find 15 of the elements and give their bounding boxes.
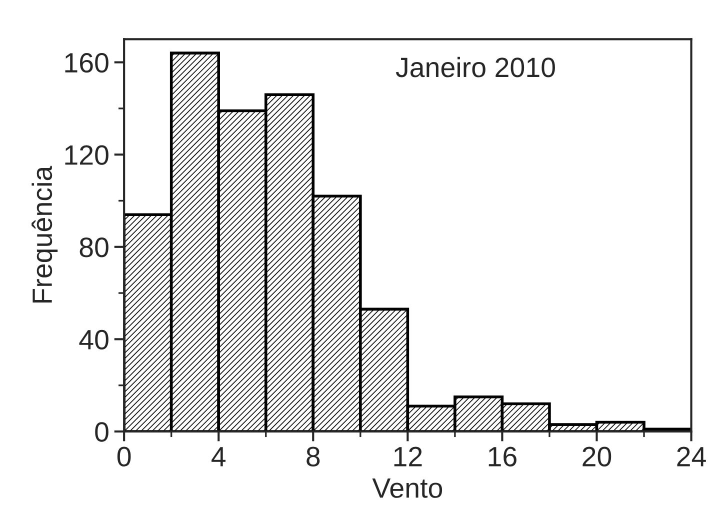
x-axis-title: Vento — [372, 478, 442, 498]
y-tick-label: 0 — [95, 422, 108, 442]
y-tick-label: 120 — [65, 145, 108, 165]
y-axis-title: Frequência — [32, 166, 58, 303]
text: Janeiro 2010 — [396, 56, 555, 78]
y-tick-label: 40 — [79, 330, 108, 350]
x-tick-label: 24 — [677, 446, 706, 466]
y-tick-label: 80 — [80, 238, 108, 258]
x-tick-label: 4 — [212, 447, 226, 466]
x-tick-label: 20 — [582, 446, 612, 466]
x-tick-label: 8 — [306, 446, 320, 466]
x-tick-label: 16 — [488, 446, 516, 466]
x-tick-label: 12 — [394, 446, 422, 466]
y-tick-label: 160 — [65, 52, 108, 73]
x-tick-label: 0 — [117, 446, 131, 466]
